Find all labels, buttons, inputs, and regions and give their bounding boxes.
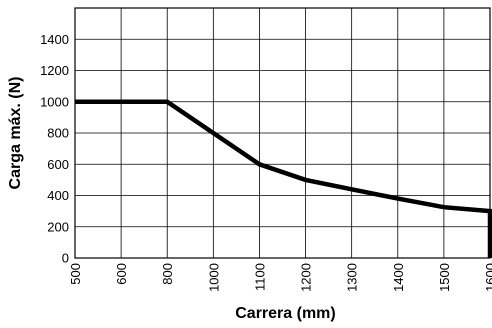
y-axis-title: Carga máx. (N) <box>7 77 24 190</box>
x-tick-label: 1200 <box>299 263 314 292</box>
x-tick-label: 600 <box>114 263 129 285</box>
x-tick-label: 800 <box>160 263 175 285</box>
plot-frame <box>74 7 491 259</box>
y-tick-label: 1000 <box>40 94 69 109</box>
x-tick-label: 1000 <box>206 263 221 292</box>
x-tick-label: 500 <box>68 263 83 285</box>
x-tick-label: 1300 <box>345 263 360 292</box>
x-axis-title: Carrera (mm) <box>235 305 335 322</box>
x-tick-label: 1400 <box>391 263 406 292</box>
y-tick-label: 1200 <box>40 63 69 78</box>
grid <box>74 7 491 259</box>
y-tick-labels: 0 200 400 600 800 1000 1200 1400 <box>40 32 69 266</box>
y-tick-label: 0 <box>62 251 69 266</box>
x-tick-label: 1500 <box>437 263 452 292</box>
y-tick-label: 800 <box>47 126 69 141</box>
x-tick-label: 1600 <box>483 263 492 292</box>
x-tick-labels: 500 600 800 1000 1100 1200 1300 1400 1500 1600 <box>68 263 492 292</box>
y-tick-label: 600 <box>47 157 69 172</box>
x-tick-label: 1100 <box>252 263 267 291</box>
series-group <box>75 99 492 258</box>
y-tick-label: 200 <box>47 219 69 234</box>
y-tick-label: 400 <box>47 188 69 203</box>
y-tick-label: 1400 <box>40 32 69 47</box>
series-line <box>75 99 492 258</box>
